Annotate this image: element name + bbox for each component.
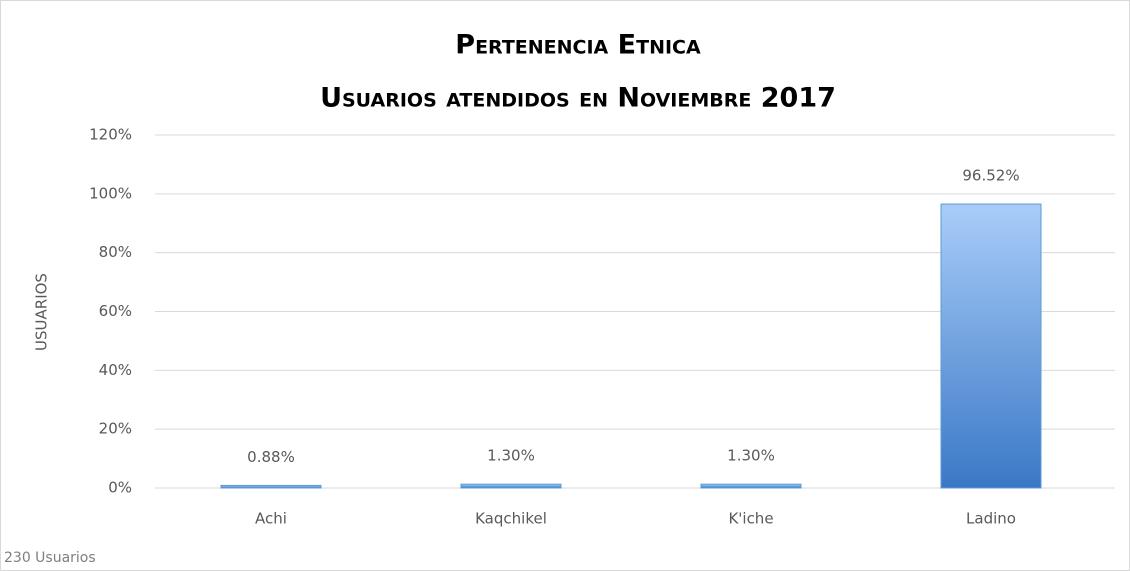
x-tick-label: Ladino <box>966 510 1016 528</box>
data-label: 1.30% <box>487 447 535 465</box>
x-tick-label: Kaqchikel <box>475 510 547 528</box>
y-tick-label: 80% <box>99 243 132 261</box>
x-tick-label: Achi <box>255 510 287 528</box>
y-tick-label: 0% <box>108 479 132 497</box>
data-label: 96.52% <box>962 167 1019 185</box>
chart-subtitle: Usuarios atendidos en Noviembre 2017 <box>320 83 836 114</box>
y-tick-label: 20% <box>99 420 132 438</box>
x-tick-label: K'iche <box>728 510 773 528</box>
bar <box>460 483 562 489</box>
chart-title: Pertenencia Etnica <box>455 30 701 61</box>
y-tick-label: 100% <box>89 184 132 202</box>
bar <box>220 484 322 489</box>
y-axis-label: USUARIOS <box>33 273 51 351</box>
y-tick-label: 40% <box>99 361 132 379</box>
y-tick-label: 60% <box>99 302 132 320</box>
data-label: 0.88% <box>247 448 295 466</box>
data-label: 1.30% <box>727 447 775 465</box>
bar <box>700 483 802 489</box>
footnote: 230 Usuarios <box>4 550 96 566</box>
bar <box>940 203 1042 489</box>
y-tick-label: 120% <box>89 126 132 144</box>
